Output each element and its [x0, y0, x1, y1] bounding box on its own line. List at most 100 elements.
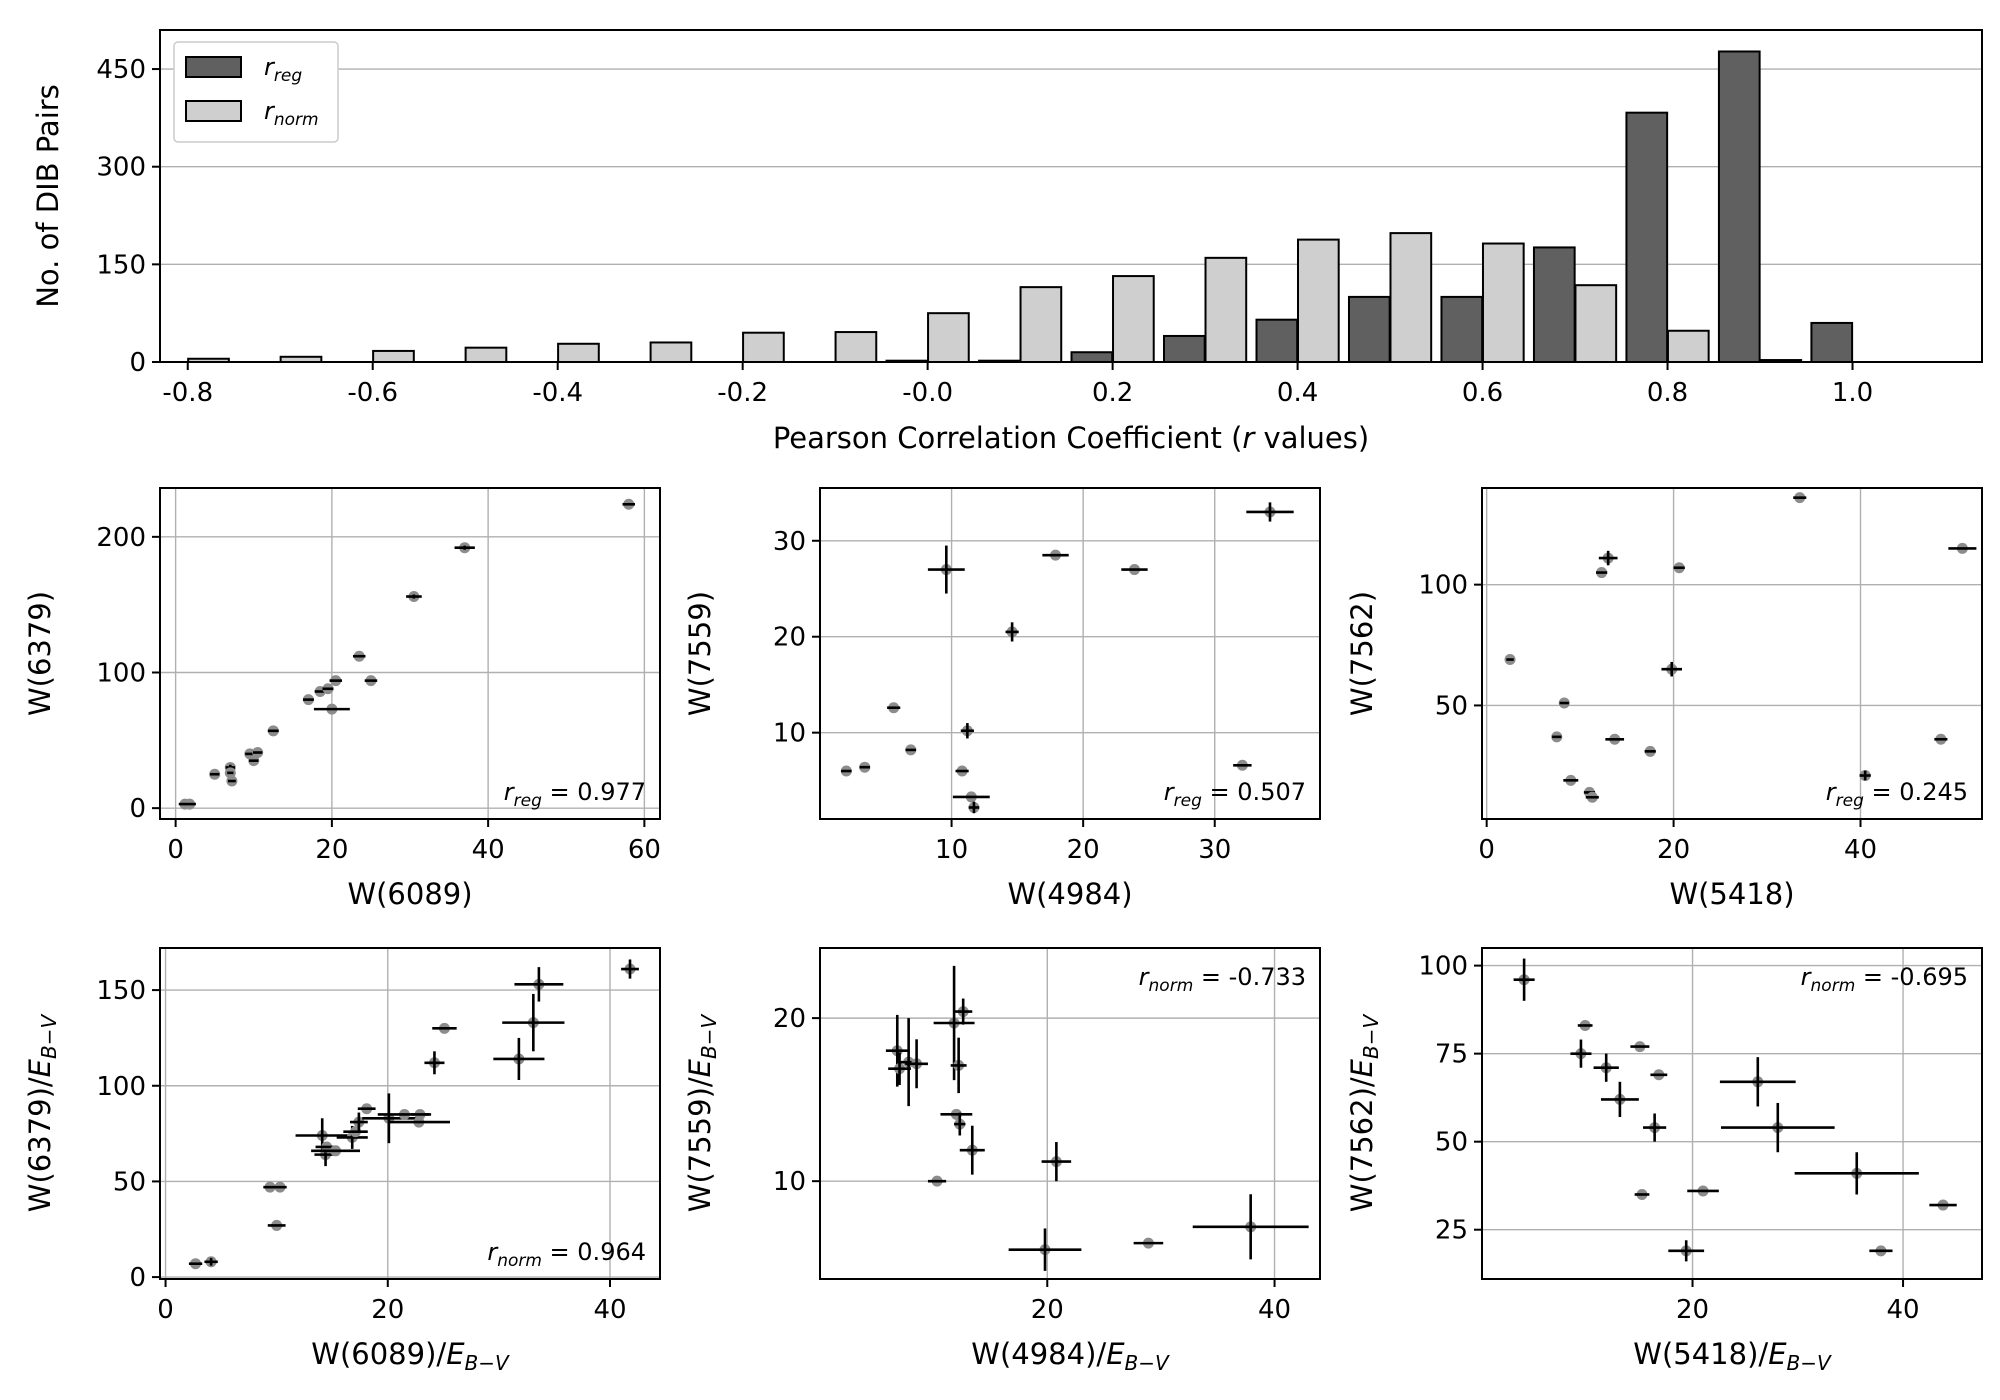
x-tick-label: 0.8: [1647, 378, 1688, 408]
legend-swatch-r_reg: [185, 56, 242, 78]
y-tick-label: 10: [773, 719, 806, 749]
bar-r_reg: [1163, 334, 1206, 363]
bar-r_reg: [1532, 246, 1576, 363]
y-axis-label: W(6379): [23, 591, 57, 716]
scatter-panel-3: 0 20 40 50 100 rreg = 0.245 W(5418) W(7562): [1345, 487, 1983, 911]
scatter-panel-4: 0 20 40 0 50 100 150 rnorm = 0.964 W(6089)/EB−V W…: [23, 947, 661, 1375]
x-tick-label: 20: [1676, 1295, 1709, 1325]
x-tick-label: 40: [1844, 835, 1877, 865]
y-tick-label: 0: [129, 1263, 146, 1293]
panel-frame: [159, 487, 661, 820]
x-axis-label: W(4984): [1007, 877, 1132, 911]
x-tick-label: -0.0: [902, 378, 953, 408]
x-tick-label: -0.8: [162, 378, 213, 408]
y-tick-label: 0: [129, 348, 146, 378]
y-tick-label: 450: [96, 55, 146, 85]
panel-frame: [819, 487, 1321, 820]
histogram-xlabel: Pearson Correlation Coefficient (r value…: [773, 421, 1369, 455]
bar-r_norm: [1389, 232, 1433, 363]
y-tick-label: 75: [1435, 1040, 1468, 1070]
bar-r_norm: [557, 342, 600, 364]
y-tick-label: 200: [96, 523, 146, 553]
bar-r_norm: [372, 349, 415, 363]
x-tick-label: 20: [1067, 835, 1100, 865]
bar-r_reg: [1347, 295, 1391, 363]
x-axis-label: W(5418)/EB−V: [1633, 1337, 1832, 1375]
bar-r_norm: [1204, 256, 1248, 363]
bar-r_norm: [1297, 238, 1340, 364]
x-tick-label: 0: [167, 835, 184, 865]
legend-label-r_reg: rreg: [264, 53, 302, 86]
y-tick-label: 150: [96, 976, 146, 1006]
correlation-annotation: rreg = 0.245: [1826, 778, 1968, 811]
bar-r_reg: [1625, 111, 1669, 363]
panel-frame: [1481, 947, 1983, 1280]
bar-r_norm: [1481, 242, 1525, 364]
correlation-annotation: rreg = 0.977: [504, 778, 646, 811]
x-tick-label: -0.2: [717, 378, 768, 408]
bar-r_norm: [464, 346, 508, 364]
y-tick-label: 150: [96, 250, 146, 280]
x-tick-label: 40: [593, 1295, 626, 1325]
y-tick-label: 100: [1418, 952, 1468, 982]
x-tick-label: 20: [371, 1295, 404, 1325]
x-tick-label: 30: [1198, 835, 1231, 865]
x-tick-label: 40: [1258, 1295, 1291, 1325]
y-axis-label: W(7562)/EB−V: [1345, 1013, 1383, 1212]
bar-r_norm: [834, 331, 878, 363]
x-tick-label: 0: [157, 1295, 174, 1325]
bar-r_norm: [1574, 284, 1618, 364]
y-tick-label: 20: [773, 623, 806, 653]
y-tick-label: 100: [96, 658, 146, 688]
x-tick-label: -0.6: [347, 378, 398, 408]
y-tick-label: 0: [129, 794, 146, 824]
x-axis-label: W(5418): [1669, 877, 1794, 911]
correlation-annotation: rnorm = -0.695: [1801, 963, 1968, 996]
bar-r_reg: [1717, 50, 1761, 363]
y-tick-label: 50: [1435, 1128, 1468, 1158]
y-tick-label: 25: [1435, 1216, 1468, 1246]
x-tick-label: 0.2: [1092, 378, 1133, 408]
x-tick-label: 60: [628, 835, 661, 865]
x-tick-label: 0.6: [1462, 378, 1503, 408]
legend-swatch-r_norm: [185, 100, 242, 122]
x-tick-label: 0: [1478, 835, 1495, 865]
panel-frame: [1481, 487, 1983, 820]
bar-r_norm: [742, 331, 785, 363]
legend-label-r_norm: rnorm: [264, 97, 319, 130]
y-tick-label: 20: [773, 1004, 806, 1034]
scatter-panel-6: 20 40 25 50 75 100 rnorm = -0.695 W(5418)/EB−V W…: [1345, 947, 1983, 1375]
y-axis-label: W(7559)/EB−V: [683, 1013, 721, 1212]
correlation-annotation: rnorm = -0.733: [1139, 963, 1306, 996]
bar-r_norm: [927, 312, 970, 364]
histogram-ylabel: No. of DIB Pairs: [31, 84, 65, 308]
x-tick-label: 40: [472, 835, 505, 865]
panel-frame: [819, 947, 1321, 1280]
x-tick-label: 1.0: [1832, 378, 1873, 408]
bar-r_norm: [1019, 286, 1063, 364]
y-tick-label: 50: [113, 1167, 146, 1197]
y-tick-label: 300: [96, 153, 146, 183]
bar-r_norm: [649, 341, 693, 363]
y-axis-label: W(7559): [683, 591, 717, 716]
x-tick-label: 10: [935, 835, 968, 865]
x-axis-label: W(6089): [347, 877, 472, 911]
x-tick-label: 20: [1657, 835, 1690, 865]
x-tick-label: 40: [1887, 1295, 1920, 1325]
bar-r_reg: [1810, 321, 1854, 363]
y-tick-label: 10: [773, 1167, 806, 1197]
bar-r_reg: [1255, 318, 1299, 364]
bar-r_norm: [1666, 329, 1710, 363]
x-tick-label: -0.4: [532, 378, 583, 408]
x-tick-label: 20: [315, 835, 348, 865]
y-tick-label: 30: [773, 527, 806, 557]
y-tick-label: 50: [1435, 691, 1468, 721]
y-tick-label: 100: [1418, 571, 1468, 601]
scatter-panel-2: 10 20 30 10 20 30 rreg = 0.507 W(4984) W(7559): [683, 487, 1321, 911]
correlation-annotation: rnorm = 0.964: [487, 1238, 646, 1271]
correlation-annotation: rreg = 0.507: [1164, 778, 1306, 811]
y-axis-label: W(7562): [1345, 591, 1379, 716]
panel-frame: [159, 947, 661, 1280]
histogram-panel: 0 150 300 450 -0.8 -0.6 -0.4 -0.2 -0.0 0.2 0.4 0.6 0…: [31, 29, 1983, 455]
bar-r_norm: [1112, 275, 1155, 363]
